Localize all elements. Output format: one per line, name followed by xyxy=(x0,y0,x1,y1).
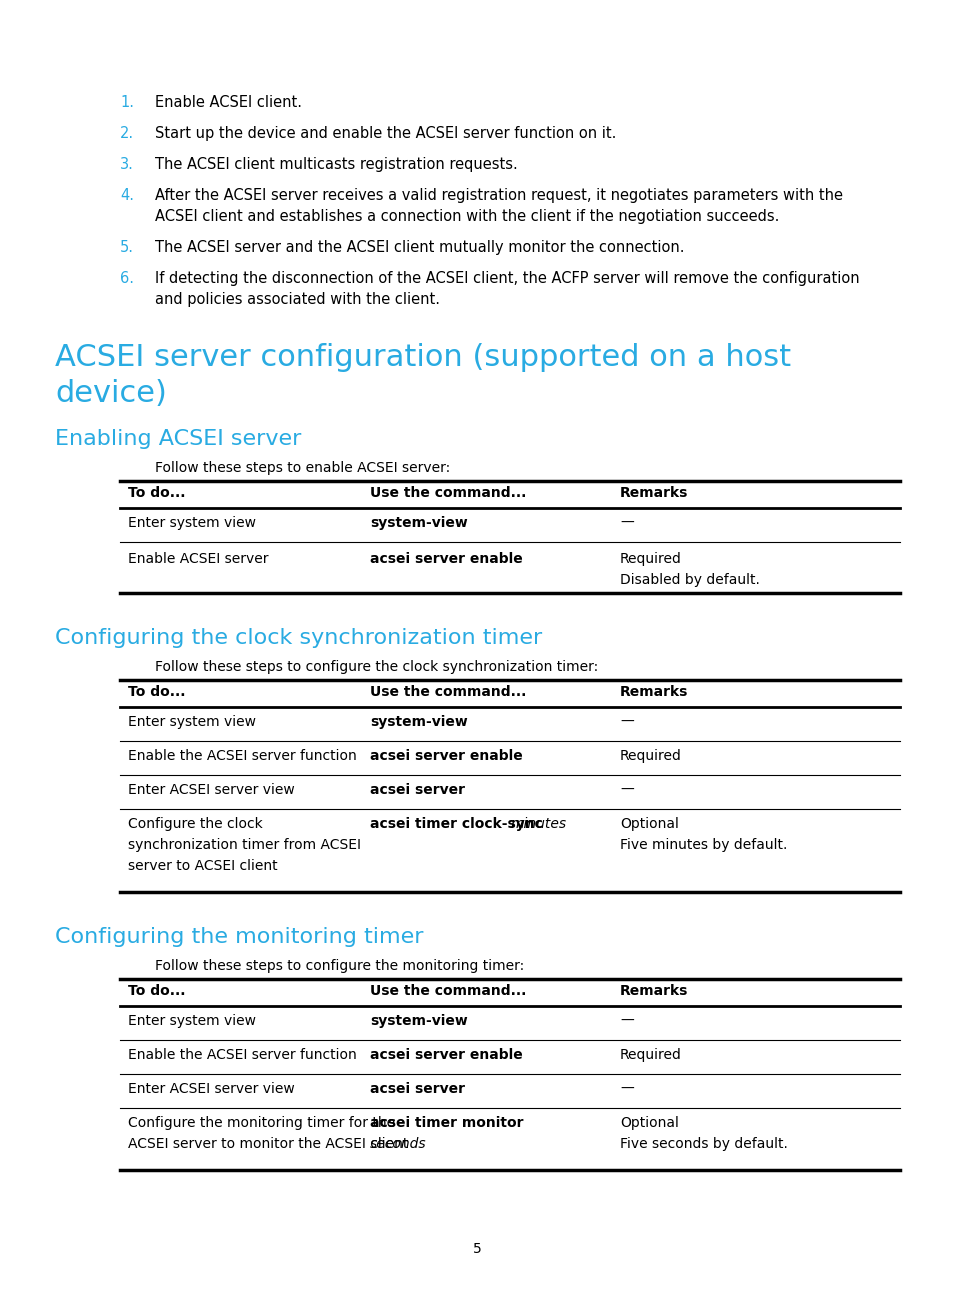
Text: seconds: seconds xyxy=(370,1137,426,1151)
Text: 5: 5 xyxy=(472,1242,481,1256)
Text: acsei server enable: acsei server enable xyxy=(370,749,522,763)
Text: Optional: Optional xyxy=(619,1116,679,1130)
Text: To do...: To do... xyxy=(128,486,185,500)
Text: Optional: Optional xyxy=(619,816,679,831)
Text: 3.: 3. xyxy=(120,157,133,172)
Text: Enter ACSEI server view: Enter ACSEI server view xyxy=(128,783,294,797)
Text: Configuring the monitoring timer: Configuring the monitoring timer xyxy=(55,927,423,947)
Text: —: — xyxy=(619,516,633,530)
Text: acsei server enable: acsei server enable xyxy=(370,552,522,566)
Text: —: — xyxy=(619,1082,633,1096)
Text: acsei server: acsei server xyxy=(370,783,464,797)
Text: Remarks: Remarks xyxy=(619,486,688,500)
Text: Required: Required xyxy=(619,552,681,566)
Text: Enter system view: Enter system view xyxy=(128,715,255,728)
Text: ACSEI server to monitor the ACSEI client: ACSEI server to monitor the ACSEI client xyxy=(128,1137,408,1151)
Text: Required: Required xyxy=(619,749,681,763)
Text: ACSEI server configuration (supported on a host: ACSEI server configuration (supported on… xyxy=(55,343,790,372)
Text: Use the command...: Use the command... xyxy=(370,486,526,500)
Text: Enter system view: Enter system view xyxy=(128,1013,255,1028)
Text: Start up the device and enable the ACSEI server function on it.: Start up the device and enable the ACSEI… xyxy=(154,126,616,141)
Text: acsei server enable: acsei server enable xyxy=(370,1048,522,1061)
Text: Enable ACSEI server: Enable ACSEI server xyxy=(128,552,268,566)
Text: acsei server: acsei server xyxy=(370,1082,464,1096)
Text: Use the command...: Use the command... xyxy=(370,984,526,998)
Text: Remarks: Remarks xyxy=(619,686,688,699)
Text: device): device) xyxy=(55,378,167,408)
Text: 1.: 1. xyxy=(120,95,133,110)
Text: 2.: 2. xyxy=(120,126,134,141)
Text: Configuring the clock synchronization timer: Configuring the clock synchronization ti… xyxy=(55,629,541,648)
Text: —: — xyxy=(619,1013,633,1028)
Text: Five seconds by default.: Five seconds by default. xyxy=(619,1137,787,1151)
Text: Five minutes by default.: Five minutes by default. xyxy=(619,839,786,851)
Text: system-view: system-view xyxy=(370,516,467,530)
Text: system-view: system-view xyxy=(370,715,467,728)
Text: Use the command...: Use the command... xyxy=(370,686,526,699)
Text: Follow these steps to configure the clock synchronization timer:: Follow these steps to configure the cloc… xyxy=(154,660,598,674)
Text: Disabled by default.: Disabled by default. xyxy=(619,573,760,587)
Text: acsei timer clock-sync: acsei timer clock-sync xyxy=(370,816,547,831)
Text: Enabling ACSEI server: Enabling ACSEI server xyxy=(55,429,301,448)
Text: and policies associated with the client.: and policies associated with the client. xyxy=(154,292,439,307)
Text: To do...: To do... xyxy=(128,686,185,699)
Text: system-view: system-view xyxy=(370,1013,467,1028)
Text: Configure the clock: Configure the clock xyxy=(128,816,262,831)
Text: acsei timer monitor: acsei timer monitor xyxy=(370,1116,523,1130)
Text: —: — xyxy=(619,783,633,797)
Text: Enter ACSEI server view: Enter ACSEI server view xyxy=(128,1082,294,1096)
Text: minutes: minutes xyxy=(510,816,566,831)
Text: Enable the ACSEI server function: Enable the ACSEI server function xyxy=(128,1048,356,1061)
Text: 5.: 5. xyxy=(120,240,133,255)
Text: —: — xyxy=(619,715,633,728)
Text: ACSEI client and establishes a connection with the client if the negotiation suc: ACSEI client and establishes a connectio… xyxy=(154,209,779,224)
Text: To do...: To do... xyxy=(128,984,185,998)
Text: 4.: 4. xyxy=(120,188,133,203)
Text: Required: Required xyxy=(619,1048,681,1061)
Text: Configure the monitoring timer for the: Configure the monitoring timer for the xyxy=(128,1116,395,1130)
Text: If detecting the disconnection of the ACSEI client, the ACFP server will remove : If detecting the disconnection of the AC… xyxy=(154,271,859,286)
Text: Follow these steps to enable ACSEI server:: Follow these steps to enable ACSEI serve… xyxy=(154,461,450,476)
Text: server to ACSEI client: server to ACSEI client xyxy=(128,859,277,874)
Text: Follow these steps to configure the monitoring timer:: Follow these steps to configure the moni… xyxy=(154,959,524,973)
Text: After the ACSEI server receives a valid registration request, it negotiates para: After the ACSEI server receives a valid … xyxy=(154,188,842,203)
Text: The ACSEI server and the ACSEI client mutually monitor the connection.: The ACSEI server and the ACSEI client mu… xyxy=(154,240,684,255)
Text: The ACSEI client multicasts registration requests.: The ACSEI client multicasts registration… xyxy=(154,157,517,172)
Text: Enable the ACSEI server function: Enable the ACSEI server function xyxy=(128,749,356,763)
Text: Remarks: Remarks xyxy=(619,984,688,998)
Text: 6.: 6. xyxy=(120,271,133,286)
Text: synchronization timer from ACSEI: synchronization timer from ACSEI xyxy=(128,839,360,851)
Text: Enter system view: Enter system view xyxy=(128,516,255,530)
Text: Enable ACSEI client.: Enable ACSEI client. xyxy=(154,95,302,110)
